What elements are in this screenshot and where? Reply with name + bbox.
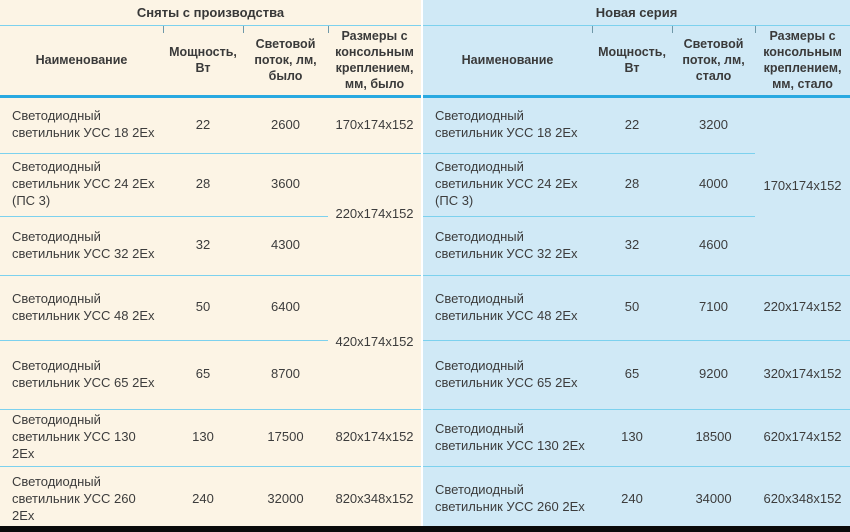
- table-row: Светодиодный светильник УСС 18 2Ех 22 26…: [0, 96, 422, 154]
- table-row: Светодиодный светильник УСС 48 2Ех 50 64…: [0, 275, 422, 410]
- power-cell: 130: [592, 409, 673, 467]
- power-cell: 130: [163, 409, 243, 467]
- power-cell: 50: [592, 275, 673, 341]
- product-name-cell: Светодиодный светильник УСС 18 2Ех: [0, 96, 163, 154]
- flux-cell: 18500: [672, 409, 756, 467]
- table-row: Светодиодный светильник УСС 260 2Ех 240 …: [0, 466, 422, 532]
- power-cell: 28: [592, 153, 673, 217]
- product-name-cell: Светодиодный светильник УСС 260 2Ех: [423, 466, 593, 532]
- product-name-cell: Светодиодный светильник УСС 32 2Ех: [423, 216, 593, 276]
- column-header-flux-was: Световой поток, лм, было: [243, 25, 328, 98]
- product-name-cell: Светодиодный светильник УСС 18 2Ех: [423, 96, 593, 154]
- table-row: Светодиодный светильник УСС 24 2Ех (ПС 3…: [0, 153, 422, 276]
- table-row: Светодиодный светильник УСС 65 2Ех 65 92…: [423, 340, 850, 410]
- product-name-cell: Светодиодный светильник УСС 130 2Ех: [0, 409, 163, 467]
- table-row: Светодиодный светильник УСС 24 2Ех (ПС 3…: [423, 153, 850, 217]
- column-header-name: Наименование: [0, 25, 163, 98]
- table-row: Светодиодный светильник УСС 32 2Ех 32 43…: [0, 216, 421, 276]
- power-cell: 50: [163, 275, 243, 341]
- discontinued-table: Сняты с производства Наименование Мощнос…: [0, 0, 422, 532]
- power-cell: 240: [163, 466, 243, 532]
- flux-cell: 9200: [672, 340, 756, 410]
- power-cell: 28: [163, 153, 243, 217]
- table-row: Светодиодный светильник УСС 32 2Ех 32 46…: [423, 216, 850, 276]
- power-cell: 65: [163, 340, 243, 410]
- dims-cell: 220x174x152: [755, 275, 850, 341]
- dims-cell-merged: 420x174x152: [328, 275, 422, 410]
- column-header-power: Мощность, Вт: [163, 25, 243, 98]
- flux-cell: 7100: [672, 275, 756, 341]
- new-series-title-row: Новая серия: [423, 0, 850, 26]
- flux-cell: 3600: [243, 153, 328, 217]
- column-header-flux-now: Световой поток, лм, стало: [672, 25, 756, 98]
- flux-cell: 8700: [243, 340, 328, 410]
- flux-cell: 6400: [243, 275, 328, 341]
- discontinued-title-row: Сняты с производства: [0, 0, 422, 26]
- power-cell: 22: [163, 96, 243, 154]
- discontinued-title: Сняты с производства: [0, 0, 422, 26]
- product-name-cell: Светодиодный светильник УСС 48 2Ех: [423, 275, 593, 341]
- product-name-cell: Светодиодный светильник УСС 130 2Ех: [423, 409, 593, 467]
- flux-cell: 34000: [672, 466, 756, 532]
- column-header-power: Мощность, Вт: [592, 25, 673, 98]
- table-row: Светодиодный светильник УСС 130 2Ех 130 …: [423, 409, 850, 467]
- bottom-black-bar: [0, 526, 850, 532]
- power-cell: 32: [163, 216, 243, 276]
- new-series-header-row: Наименование Мощность, Вт Световой поток…: [423, 25, 850, 98]
- flux-cell: 4300: [243, 216, 328, 276]
- discontinued-header-row: Наименование Мощность, Вт Световой поток…: [0, 25, 422, 98]
- product-name-cell: Светодиодный светильник УСС 260 2Ех: [0, 466, 163, 532]
- product-name-cell: Светодиодный светильник УСС 24 2Ех (ПС 3…: [0, 153, 163, 217]
- column-header-dims-now: Размеры с консольным креплением, мм, ста…: [755, 25, 850, 98]
- table-row: Светодиодный светильник УСС 48 2Ех 50 71…: [423, 275, 850, 341]
- new-series-title: Новая серия: [423, 0, 850, 26]
- table-row: Светодиодный светильник УСС 130 2Ех 130 …: [0, 409, 422, 467]
- power-cell: 240: [592, 466, 673, 532]
- product-name-cell: Светодиодный светильник УСС 32 2Ех: [0, 216, 163, 276]
- dims-cell: 820x348x152: [328, 466, 422, 532]
- product-name-cell: Светодиодный светильник УСС 24 2Ех (ПС 3…: [423, 153, 593, 217]
- power-cell: 32: [592, 216, 673, 276]
- product-name-cell: Светодиодный светильник УСС 48 2Ех: [0, 275, 163, 341]
- flux-cell: 2600: [243, 96, 328, 154]
- flux-cell: 17500: [243, 409, 328, 467]
- table-divider: [421, 0, 424, 526]
- table-row: Светодиодный светильник УСС 18 2Ех 22 32…: [423, 96, 850, 276]
- dims-cell-merged: 170x174x152: [755, 96, 850, 276]
- power-cell: 22: [592, 96, 673, 154]
- table-row: Светодиодный светильник УСС 260 2Ех 240 …: [423, 466, 850, 532]
- flux-cell: 4000: [672, 153, 756, 217]
- flux-cell: 4600: [672, 216, 756, 276]
- table-row: Светодиодный светильник УСС 65 2Ех 65 87…: [0, 340, 421, 410]
- product-name-cell: Светодиодный светильник УСС 65 2Ех: [0, 340, 163, 410]
- dims-cell: 820x174x152: [328, 409, 422, 467]
- flux-cell: 3200: [672, 96, 756, 154]
- dims-cell: 620x174x152: [755, 409, 850, 467]
- dims-cell-merged: 220x174x152: [328, 153, 422, 276]
- dims-cell: 620x348x152: [755, 466, 850, 532]
- power-cell: 65: [592, 340, 673, 410]
- column-header-dims-was: Размеры с консольным креплением, мм, был…: [328, 25, 422, 98]
- product-name-cell: Светодиодный светильник УСС 65 2Ех: [423, 340, 593, 410]
- new-series-table: Новая серия Наименование Мощность, Вт Св…: [423, 0, 850, 532]
- dims-cell: 170x174x152: [328, 96, 422, 154]
- column-header-name: Наименование: [423, 25, 593, 98]
- dims-cell: 320x174x152: [755, 340, 850, 410]
- flux-cell: 32000: [243, 466, 328, 532]
